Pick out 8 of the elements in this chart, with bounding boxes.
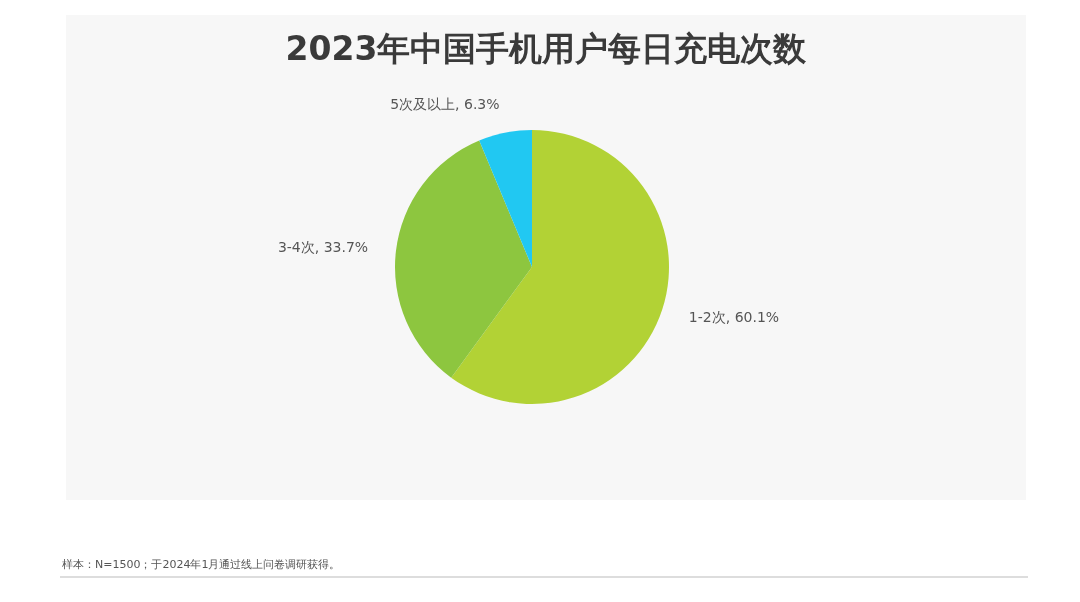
pie-slice [395, 140, 532, 378]
pie-slice [451, 130, 669, 404]
chart-title: 2023年中国手机用户每日充电次数 [285, 28, 808, 68]
pie-slice [479, 130, 532, 267]
slice-label: 3-4次, 33.7% [277, 238, 369, 255]
slice-label: 1-2次, 60.1% [688, 309, 780, 326]
slice-label: 5次及以上, 6.3% [390, 96, 500, 113]
text: 样本：N=1500；于2024年1月通过线上问卷调研获得。 [62, 558, 341, 571]
